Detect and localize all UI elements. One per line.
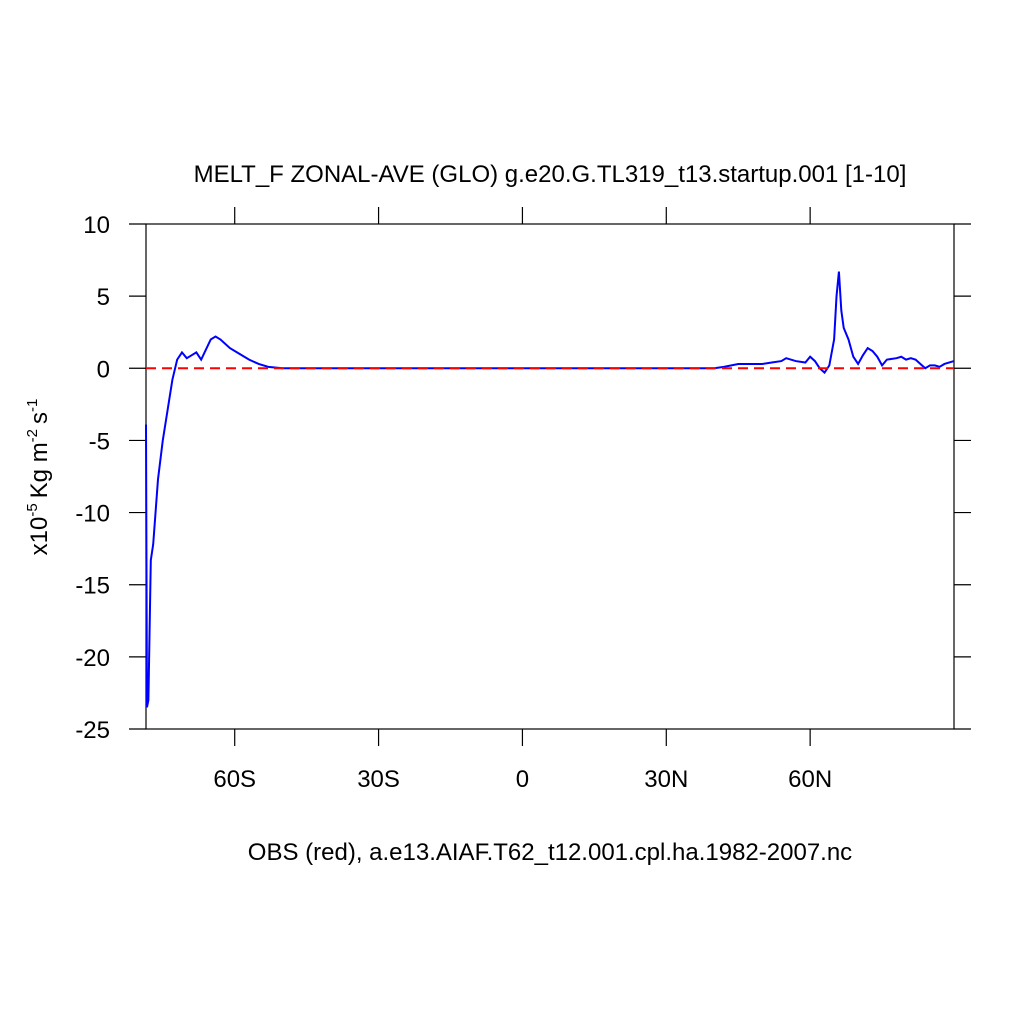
x-tick-label: 0 — [516, 766, 529, 793]
y-axis-label-sup: -2 — [24, 429, 41, 442]
series-line — [145, 271, 955, 708]
x-tick-label: 60S — [213, 766, 256, 793]
y-tick-label: -25 — [75, 717, 110, 744]
plot-frame — [145, 223, 955, 730]
y-tick-label: 0 — [97, 356, 110, 383]
y-tick-label: -20 — [75, 645, 110, 672]
y-axis-label: x10-5 Kg m-2 s-1 — [24, 399, 53, 556]
y-tick-label: -5 — [89, 428, 110, 455]
chart-title: MELT_F ZONAL-AVE (GLO) g.e20.G.TL319_t13… — [194, 161, 907, 188]
y-tick-label: 5 — [97, 284, 110, 311]
y-axis-label-sup: -5 — [24, 503, 41, 516]
y-tick-label: -10 — [75, 501, 110, 528]
y-tick-label: -15 — [75, 573, 110, 600]
y-axis-label-part: Kg m — [26, 442, 53, 498]
y-tick-label: 10 — [83, 212, 110, 239]
footer: OBS (red), a.e13.AIAF.T62_t12.001.cpl.ha… — [248, 839, 852, 866]
y-axis-label-sup: -1 — [24, 399, 41, 412]
x-tick-label: 30N — [644, 766, 688, 793]
x-tick-label: 60N — [788, 766, 832, 793]
y-axis-label-part: s — [26, 412, 53, 424]
x-tick-label: 30S — [357, 766, 400, 793]
y-axis-label-part: x10 — [26, 517, 53, 556]
